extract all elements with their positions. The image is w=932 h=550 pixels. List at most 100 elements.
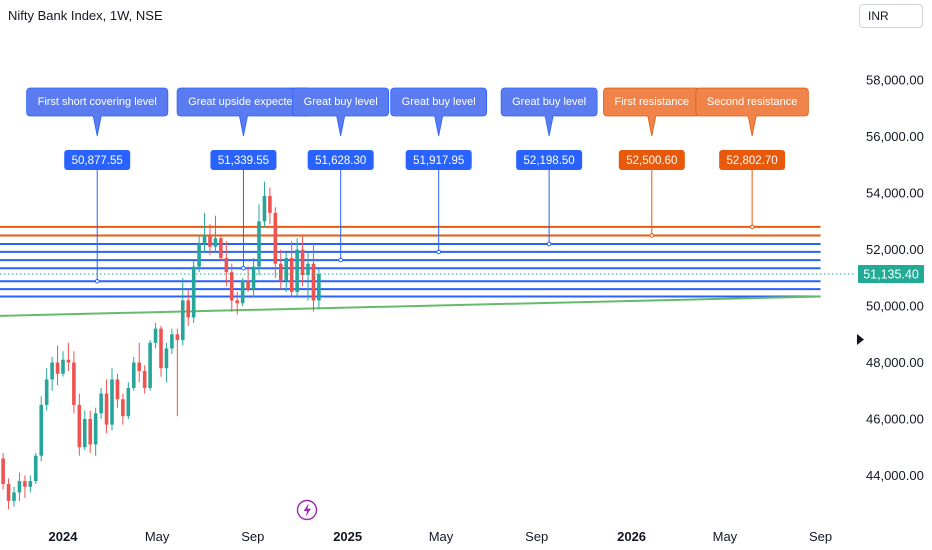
candle-body: [110, 379, 114, 425]
candle-body: [39, 404, 44, 456]
candle-body: [262, 195, 267, 222]
candle-body: [6, 483, 11, 501]
candle-body: [224, 258, 229, 273]
callout-value-box: [719, 150, 786, 170]
candle-body: [82, 419, 87, 448]
x-tick-label: Sep: [241, 529, 264, 544]
candle-body: [126, 387, 131, 417]
x-tick-label: 2024: [49, 529, 79, 544]
candle-body: [142, 371, 147, 388]
candle-body: [300, 249, 305, 275]
candle-body: [197, 243, 201, 267]
callout-bubble: [390, 87, 488, 137]
candle-body: [295, 249, 299, 292]
annotation-callout: First short covering level 50,877.55: [26, 87, 169, 284]
callout-text: Great buy level: [304, 96, 378, 108]
callout-anchor-point: [94, 278, 100, 284]
callout-text: First short covering level: [38, 96, 157, 108]
x-tick-label: May: [145, 529, 170, 544]
callout-value: 51,917.95: [413, 155, 464, 167]
last-price-marker: 51,135.40: [0, 265, 924, 284]
trendline: [0, 295, 821, 317]
candle-body: [251, 266, 256, 290]
callout-anchor-point: [649, 233, 655, 238]
last-price-label: 51,135.40: [863, 268, 919, 282]
y-tick-label: 54,000.00: [866, 186, 924, 201]
candle-body: [317, 274, 321, 301]
callout-value: 51,339.55: [218, 155, 269, 167]
candle-body: [50, 362, 54, 380]
candle-body: [208, 235, 212, 247]
callout-value-box: [307, 150, 374, 170]
callout-value-box: [64, 150, 131, 170]
candle-body: [33, 455, 38, 482]
candle-body: [219, 238, 223, 259]
candle-body: [77, 404, 82, 448]
callout-bubble: [26, 87, 169, 137]
x-tick-label: 2025: [333, 529, 362, 544]
callout-value: 52,198.50: [524, 155, 575, 167]
candles: [1, 181, 321, 510]
candle-body: [1, 458, 5, 484]
y-tick-label: 58,000.00: [866, 73, 924, 88]
candle-body: [115, 379, 120, 400]
candle-body: [121, 399, 125, 417]
annotation-callout: Great buy level 51,628.30: [292, 87, 390, 263]
callout-anchor-point: [436, 249, 441, 255]
candle-body: [23, 481, 27, 487]
candle-body: [44, 379, 49, 405]
candle-body: [240, 280, 245, 304]
candle-body: [213, 238, 218, 247]
annotations: levelFirst short covering level50,877.55…: [26, 87, 809, 284]
y-tick-label: 50,000.00: [866, 299, 924, 314]
callout-value: 50,877.55: [72, 155, 123, 167]
y-tick-label: 44,000.00: [866, 468, 924, 483]
candle-body: [104, 393, 109, 425]
currency-selector[interactable]: INR: [859, 4, 923, 28]
support-resistance-levels: [0, 225, 821, 298]
y-tick-label: 48,000.00: [866, 355, 924, 370]
candle-body: [186, 300, 191, 318]
callout-bubble: [695, 87, 809, 137]
candle-body: [235, 300, 240, 304]
callout-text: Great upside expected: [188, 96, 299, 108]
candle-body: [180, 300, 185, 340]
callout-value-box: [618, 150, 685, 170]
candle-body: [191, 266, 196, 318]
callout-anchor-point: [749, 224, 755, 230]
callout-value-box: [210, 150, 277, 170]
trendline-segment: [0, 295, 821, 317]
candle-body: [72, 362, 76, 405]
candle-body: [131, 362, 136, 388]
x-axis[interactable]: 2024 May Sep 2025 May Sep 2026 May Sep: [49, 529, 833, 544]
callout-anchor-point: [338, 257, 343, 263]
annotation-callout: Great buy level 51,917.95: [390, 87, 488, 255]
callout-text: Second resistance: [707, 96, 798, 108]
candle-body: [273, 212, 278, 264]
annotation-callout: Second resistance 52,802.70: [695, 87, 809, 230]
candle-body: [28, 481, 33, 487]
callout-anchor-point: [241, 265, 246, 271]
annotation-callout: Great upside expected 51,339.55: [176, 87, 311, 271]
candle-body: [93, 413, 98, 445]
callout-anchor-point: [546, 241, 552, 247]
y-axis[interactable]: 44,000.00 46,000.00 48,000.00 50,000.00 52,0…: [866, 73, 924, 483]
y-tick-label: 56,000.00: [866, 129, 924, 144]
lightning-icon[interactable]: [296, 499, 318, 521]
candle-body: [66, 359, 71, 363]
candle-body: [257, 221, 261, 267]
candle-body: [159, 328, 163, 369]
candle-body: [175, 334, 180, 340]
x-tick-label: 2026: [617, 529, 646, 544]
candle-body: [278, 263, 283, 281]
candle-body: [311, 263, 316, 301]
callout-value-box: [516, 150, 583, 170]
candle-body: [12, 492, 16, 501]
candle-body: [88, 419, 93, 445]
play-arrow-icon[interactable]: [857, 334, 864, 345]
candle-body: [170, 334, 174, 349]
y-tick-label: 52,000.00: [866, 242, 924, 257]
x-tick-label: Sep: [809, 529, 832, 544]
candle-body: [202, 235, 207, 244]
